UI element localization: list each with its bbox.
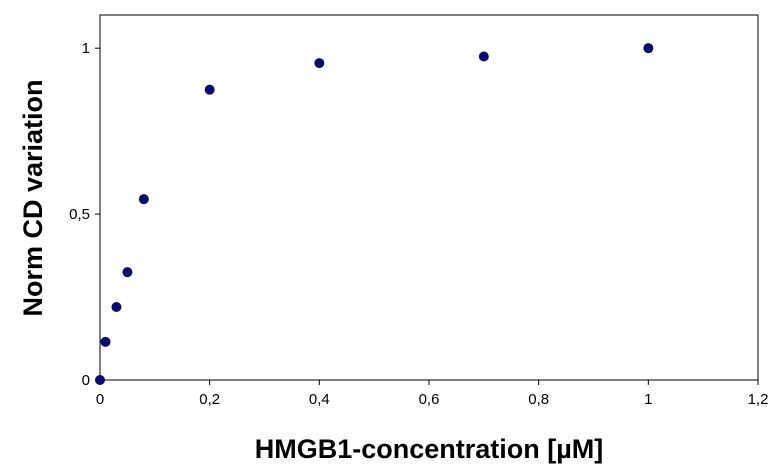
data-point — [643, 43, 654, 54]
x-tick-label: 1 — [644, 391, 652, 408]
y-axis-ticks: 00,51 — [69, 40, 100, 389]
data-point — [314, 58, 325, 69]
x-tick-label: 0,2 — [199, 391, 220, 408]
data-point — [204, 84, 215, 95]
x-tick-label: 0 — [96, 391, 104, 408]
y-tick-label: 0 — [82, 372, 90, 389]
data-point — [138, 194, 149, 205]
x-tick-label: 1,2 — [748, 391, 769, 408]
data-point — [100, 336, 111, 347]
data-points — [95, 43, 654, 385]
x-tick-label: 0,8 — [528, 391, 549, 408]
x-axis-ticks: 0 0,2 0,4 0,6 0,8 1 1,2 — [96, 380, 769, 408]
plot-area — [99, 14, 759, 381]
data-point — [478, 51, 489, 62]
y-tick-label: 1 — [82, 40, 90, 57]
y-tick-label: 0,5 — [69, 206, 90, 223]
data-point — [111, 302, 122, 312]
data-point — [122, 267, 133, 278]
x-axis-title: HMGB1-concentration [µM] — [255, 434, 604, 464]
x-tick-label: 0,4 — [309, 391, 330, 408]
x-tick-label: 0,6 — [419, 391, 440, 408]
data-point — [95, 375, 105, 385]
y-axis-title: Norm CD variation — [18, 79, 48, 316]
